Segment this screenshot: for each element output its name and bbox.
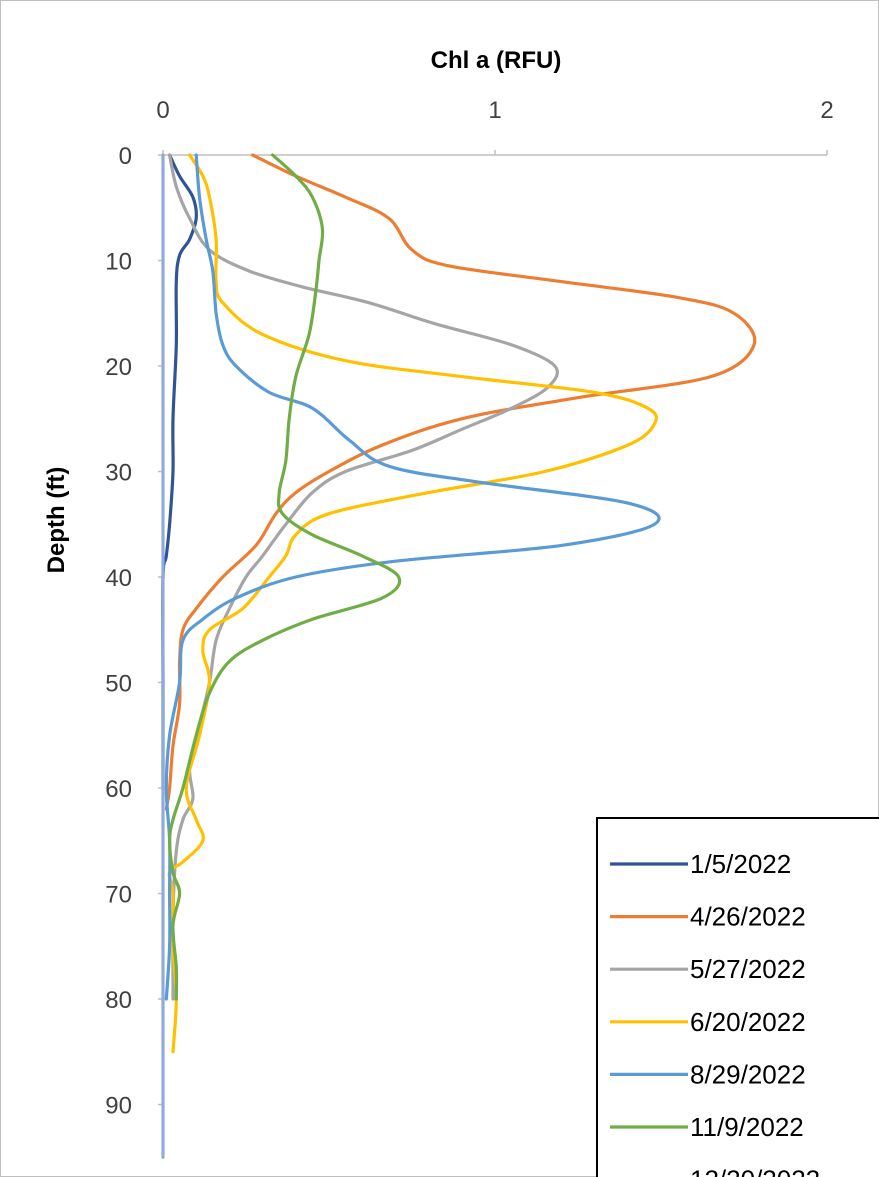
- series-lines: [161, 153, 757, 1159]
- y-tick-label: 20: [105, 354, 132, 381]
- legend-label-5-27-2022: 5/27/2022: [690, 954, 806, 984]
- y-axis-ticks: 0 10 20 30 40 50 60 70 80 90: [105, 143, 163, 1120]
- series-line-11-9-2022: [168, 153, 402, 1001]
- x-axis-title: Chl a (RFU): [431, 47, 562, 74]
- x-tick-label: 1: [488, 97, 501, 124]
- x-tick-label: 0: [156, 97, 169, 124]
- y-tick-label: 0: [119, 143, 132, 170]
- series-line-5-27-2022: [168, 153, 559, 1001]
- legend-label-6-20-2022: 6/20/2022: [690, 1007, 806, 1037]
- y-tick-label: 10: [105, 249, 132, 276]
- y-tick-label: 30: [105, 460, 132, 487]
- legend: 1/5/2022 4/26/2022 5/27/2022 6/20/2022 8/29/…: [596, 817, 879, 1177]
- y-tick-label: 70: [105, 882, 132, 909]
- legend-label-12-20-2022: 12/20/2022: [690, 1165, 820, 1177]
- legend-label-1-5-2022: 1/5/2022: [690, 849, 791, 879]
- x-axis-ticks: 0 1 2: [156, 97, 834, 155]
- legend-label-11-9-2022: 11/9/2022: [690, 1112, 804, 1142]
- y-tick-label: 90: [105, 1093, 132, 1120]
- legend-label-8-29-2022: 8/29/2022: [690, 1059, 806, 1089]
- y-tick-label: 40: [105, 565, 132, 592]
- legend-label-4-26-2022: 4/26/2022: [690, 902, 806, 932]
- series-line-6-20-2022: [167, 153, 658, 1054]
- y-tick-label: 60: [105, 776, 132, 803]
- y-tick-label: 80: [105, 987, 132, 1014]
- legend-box: [596, 817, 879, 1177]
- y-axis-title: Depth (ft): [43, 467, 70, 574]
- y-tick-label: 50: [105, 671, 132, 698]
- x-tick-label: 2: [820, 97, 833, 124]
- series-line-4-26-2022: [164, 153, 757, 811]
- series-line-8-29-2022: [164, 153, 661, 1001]
